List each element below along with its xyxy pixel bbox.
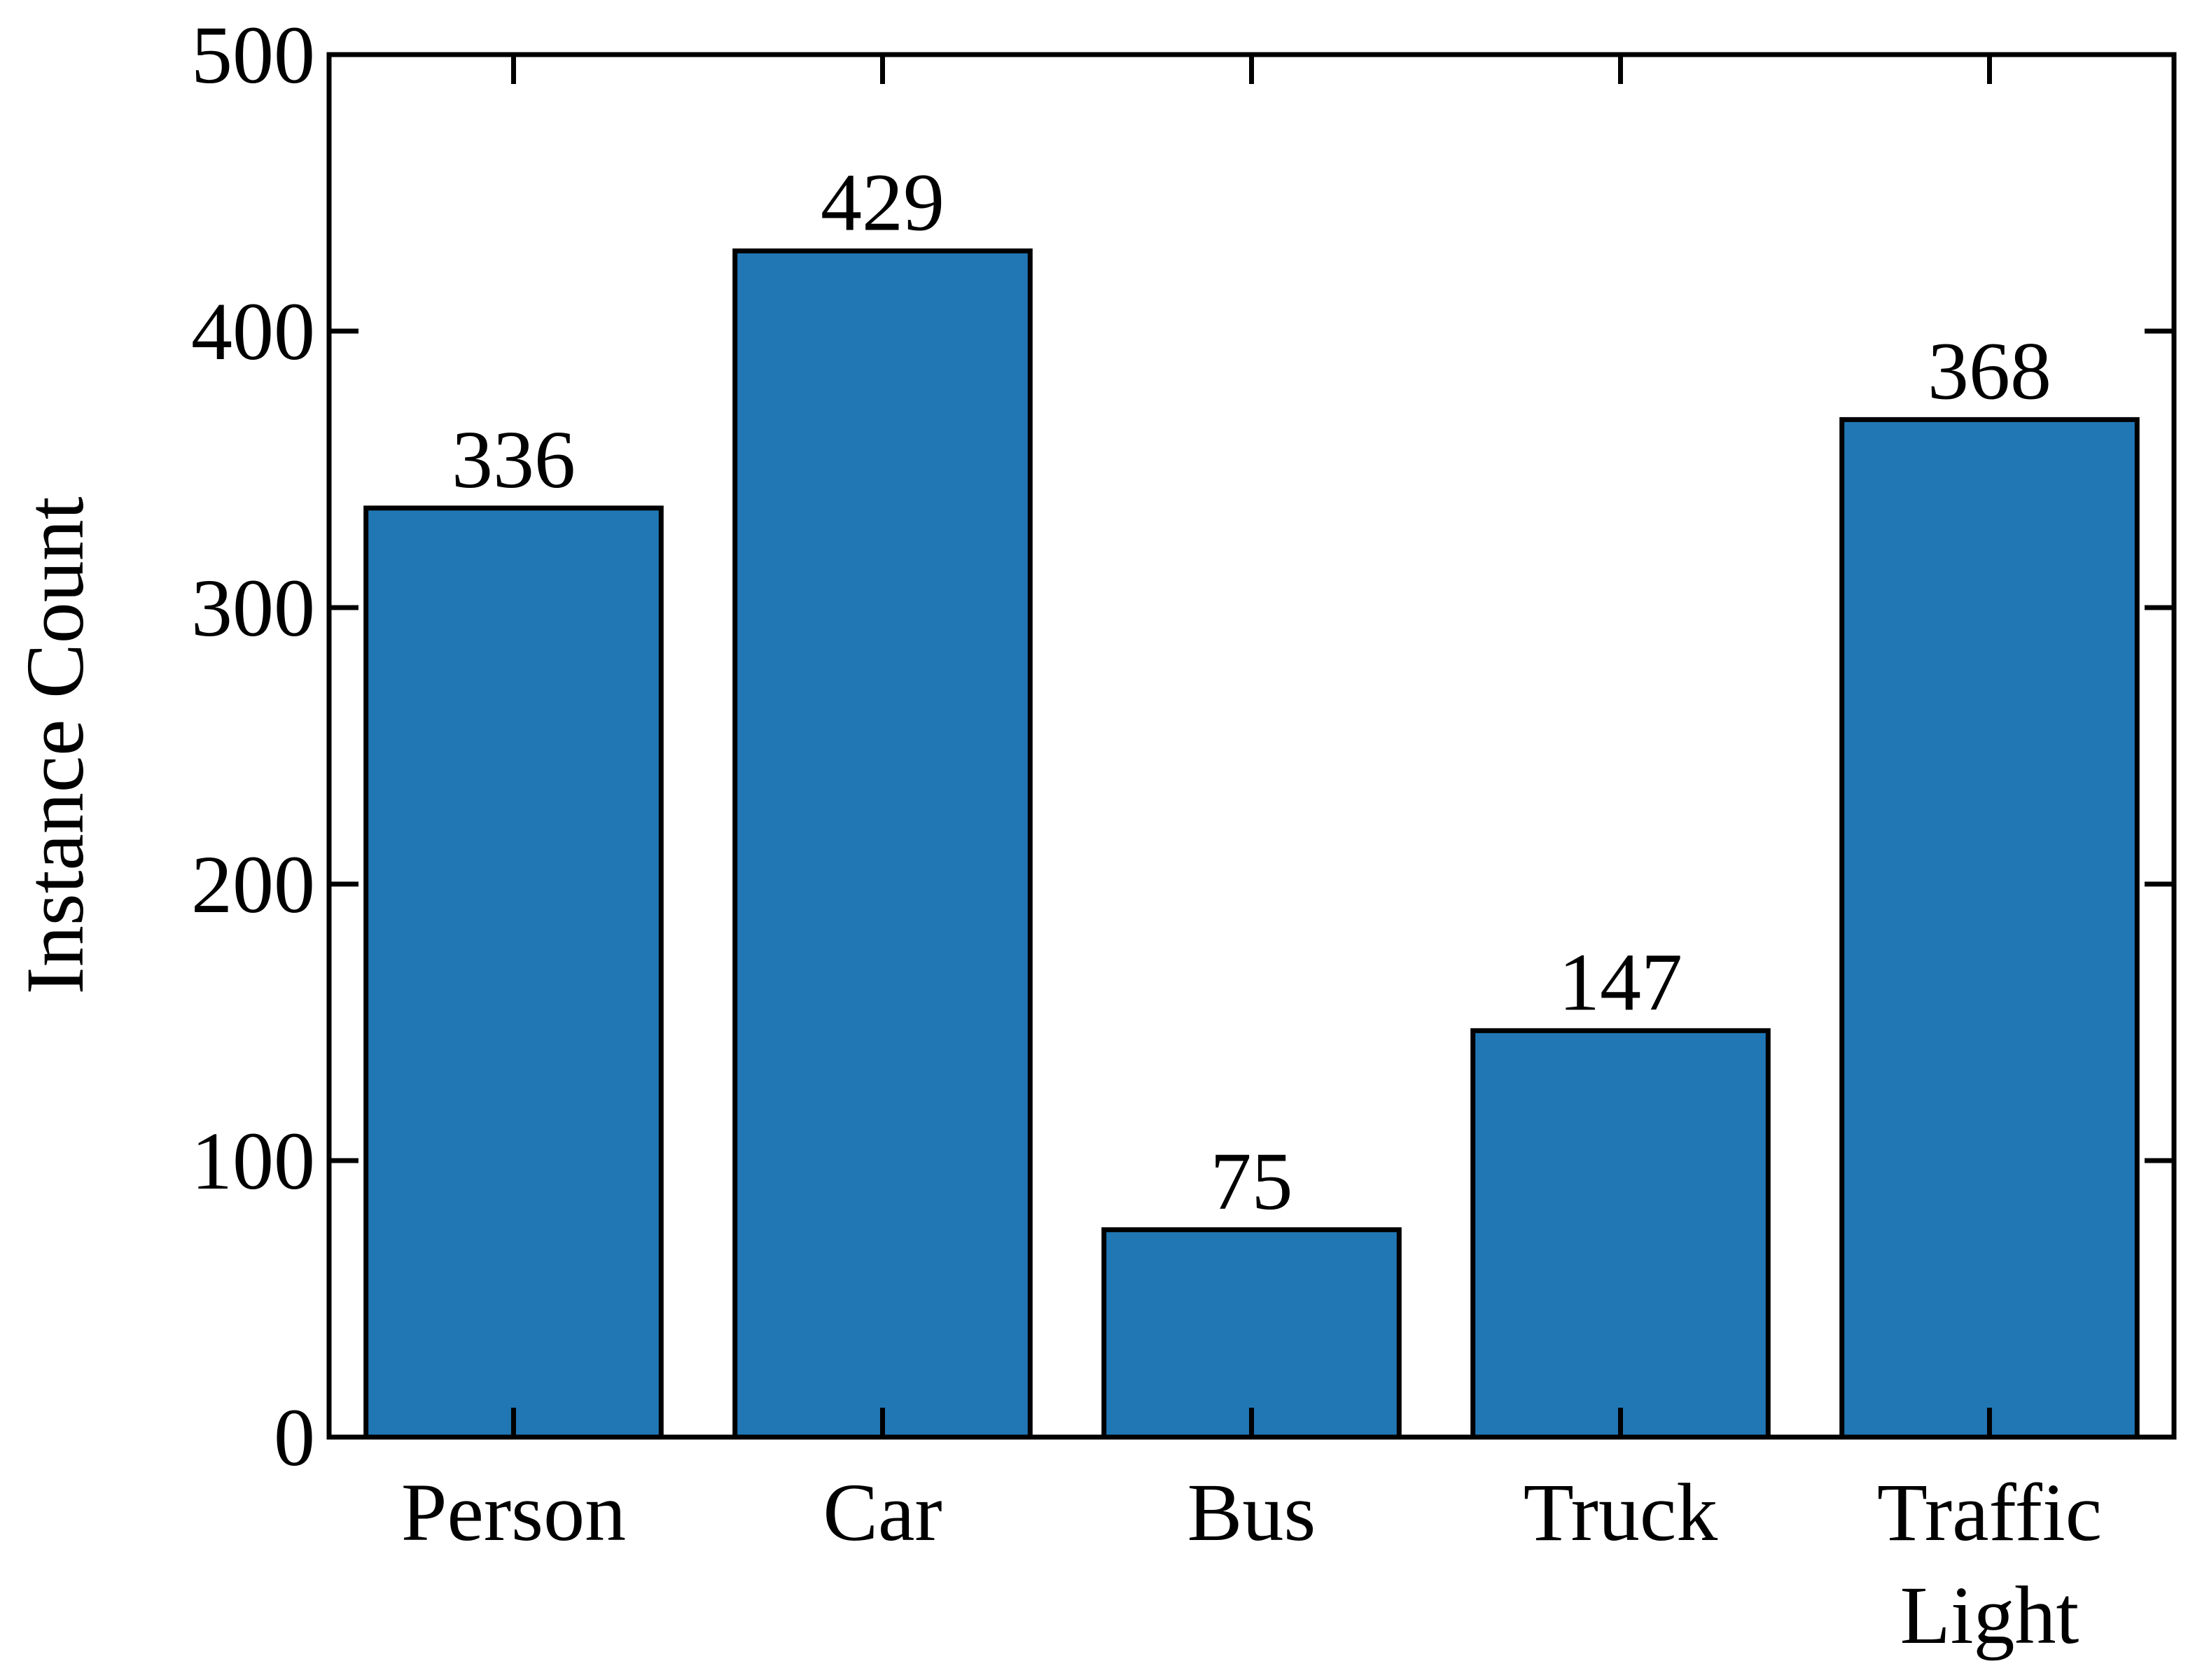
x-tick-label-line: Bus <box>1187 1466 1316 1558</box>
x-tick-label-line: Truck <box>1524 1466 1718 1558</box>
data-label: 75 <box>1211 1135 1293 1227</box>
bar <box>1470 1028 1771 1440</box>
y-tick-label: 500 <box>191 9 315 101</box>
x-tick-label-line: Car <box>823 1466 942 1558</box>
y-tick-label: 0 <box>274 1392 315 1483</box>
x-tick-label-line: Person <box>401 1466 626 1558</box>
data-label: 429 <box>821 156 945 248</box>
x-tick-label: Car <box>823 1466 942 1558</box>
bar <box>1839 416 2140 1440</box>
bar <box>732 248 1033 1440</box>
y-axis-label: Instance Count <box>9 496 101 994</box>
data-label: 147 <box>1559 936 1682 1028</box>
bar <box>363 505 664 1440</box>
x-tick-label: Bus <box>1187 1466 1316 1558</box>
x-tick-label: Traffic Light <box>1877 1466 2102 1661</box>
data-labels-layer: 336 429 75 147 368 <box>452 156 2051 1226</box>
y-tick-label: 200 <box>191 839 315 930</box>
x-tick-label-line: Traffic <box>1877 1466 2102 1558</box>
x-tick-label: Person <box>401 1466 626 1558</box>
data-label: 336 <box>452 414 576 505</box>
data-label: 368 <box>1928 325 2051 416</box>
bar <box>1101 1227 1402 1440</box>
y-tick-label: 300 <box>191 562 315 654</box>
bars-layer <box>363 248 2140 1440</box>
y-tick-label: 400 <box>191 286 315 377</box>
y-axis: 0 100 200 300 400 500 <box>191 9 2174 1483</box>
x-tick-label-line: Light <box>1900 1569 2079 1661</box>
x-axis: Person Car Bus Truck Traffic Light <box>401 55 2102 1661</box>
y-tick-label: 100 <box>191 1115 315 1207</box>
x-tick-label: Truck <box>1524 1466 1718 1558</box>
